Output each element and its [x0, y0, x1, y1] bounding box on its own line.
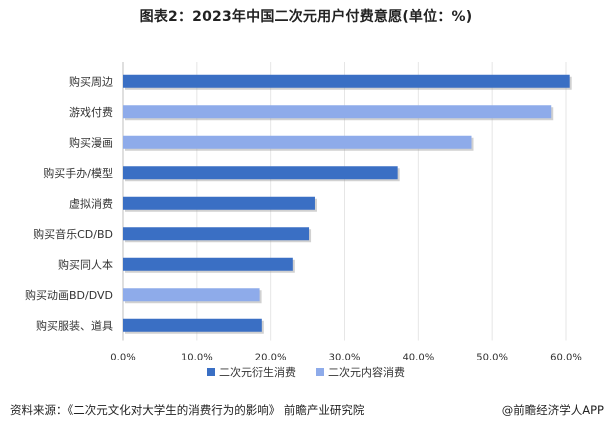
- bar-2: [123, 135, 472, 149]
- bar-3: [123, 166, 398, 180]
- bar-8: [123, 318, 262, 332]
- category-label: 购买漫画: [69, 135, 113, 149]
- bar-6: [123, 257, 293, 271]
- category-label: 购买动画BD/DVD: [25, 288, 113, 302]
- bar-7: [123, 288, 260, 302]
- x-tick-label: 50.0%: [476, 353, 508, 361]
- category-label: 购买同人本: [58, 257, 113, 271]
- category-label: 购买服装、道具: [36, 318, 113, 332]
- x-tick-label: 60.0%: [550, 353, 582, 361]
- legend-swatch: [207, 368, 215, 376]
- category-label: 购买手办/模型: [43, 166, 113, 180]
- x-tick-label: 20.0%: [255, 353, 287, 361]
- brand-credit: @前瞻经济学人APP: [501, 403, 604, 417]
- category-label: 游戏付费: [69, 106, 113, 119]
- legend-item: 二次元衍生消费: [207, 364, 296, 380]
- bar-5: [123, 227, 310, 241]
- bar-1: [123, 105, 552, 119]
- x-tick-label: 30.0%: [329, 353, 361, 361]
- chart-legend: 二次元衍生消费 二次元内容消费: [0, 364, 612, 380]
- legend-item: 二次元内容消费: [316, 364, 405, 380]
- x-tick-label: 10.0%: [181, 353, 213, 361]
- category-label: 购买音乐CD/BD: [33, 227, 113, 241]
- legend-label: 二次元衍生消费: [219, 366, 296, 379]
- source-note: 资料来源：《二次元文化对大学生的消费行为的影响》 前瞻产业研究院: [10, 403, 365, 417]
- category-label: 购买周边: [69, 74, 113, 88]
- x-tick-label: 0.0%: [110, 353, 135, 361]
- category-label: 虚拟消费: [69, 196, 113, 210]
- bar-4: [123, 196, 315, 210]
- chart-title: 图表2：2023年中国二次元用户付费意愿(单位：%): [139, 9, 473, 25]
- legend-swatch: [316, 368, 324, 376]
- x-tick-label: 40.0%: [402, 353, 434, 361]
- bar-0: [123, 74, 570, 88]
- legend-label: 二次元内容消费: [328, 366, 405, 379]
- chart-plot: 0.0% 10.0% 20.0% 30.0% 40.0% 50.0% 60.0% 购买周边游戏…: [25, 62, 582, 361]
